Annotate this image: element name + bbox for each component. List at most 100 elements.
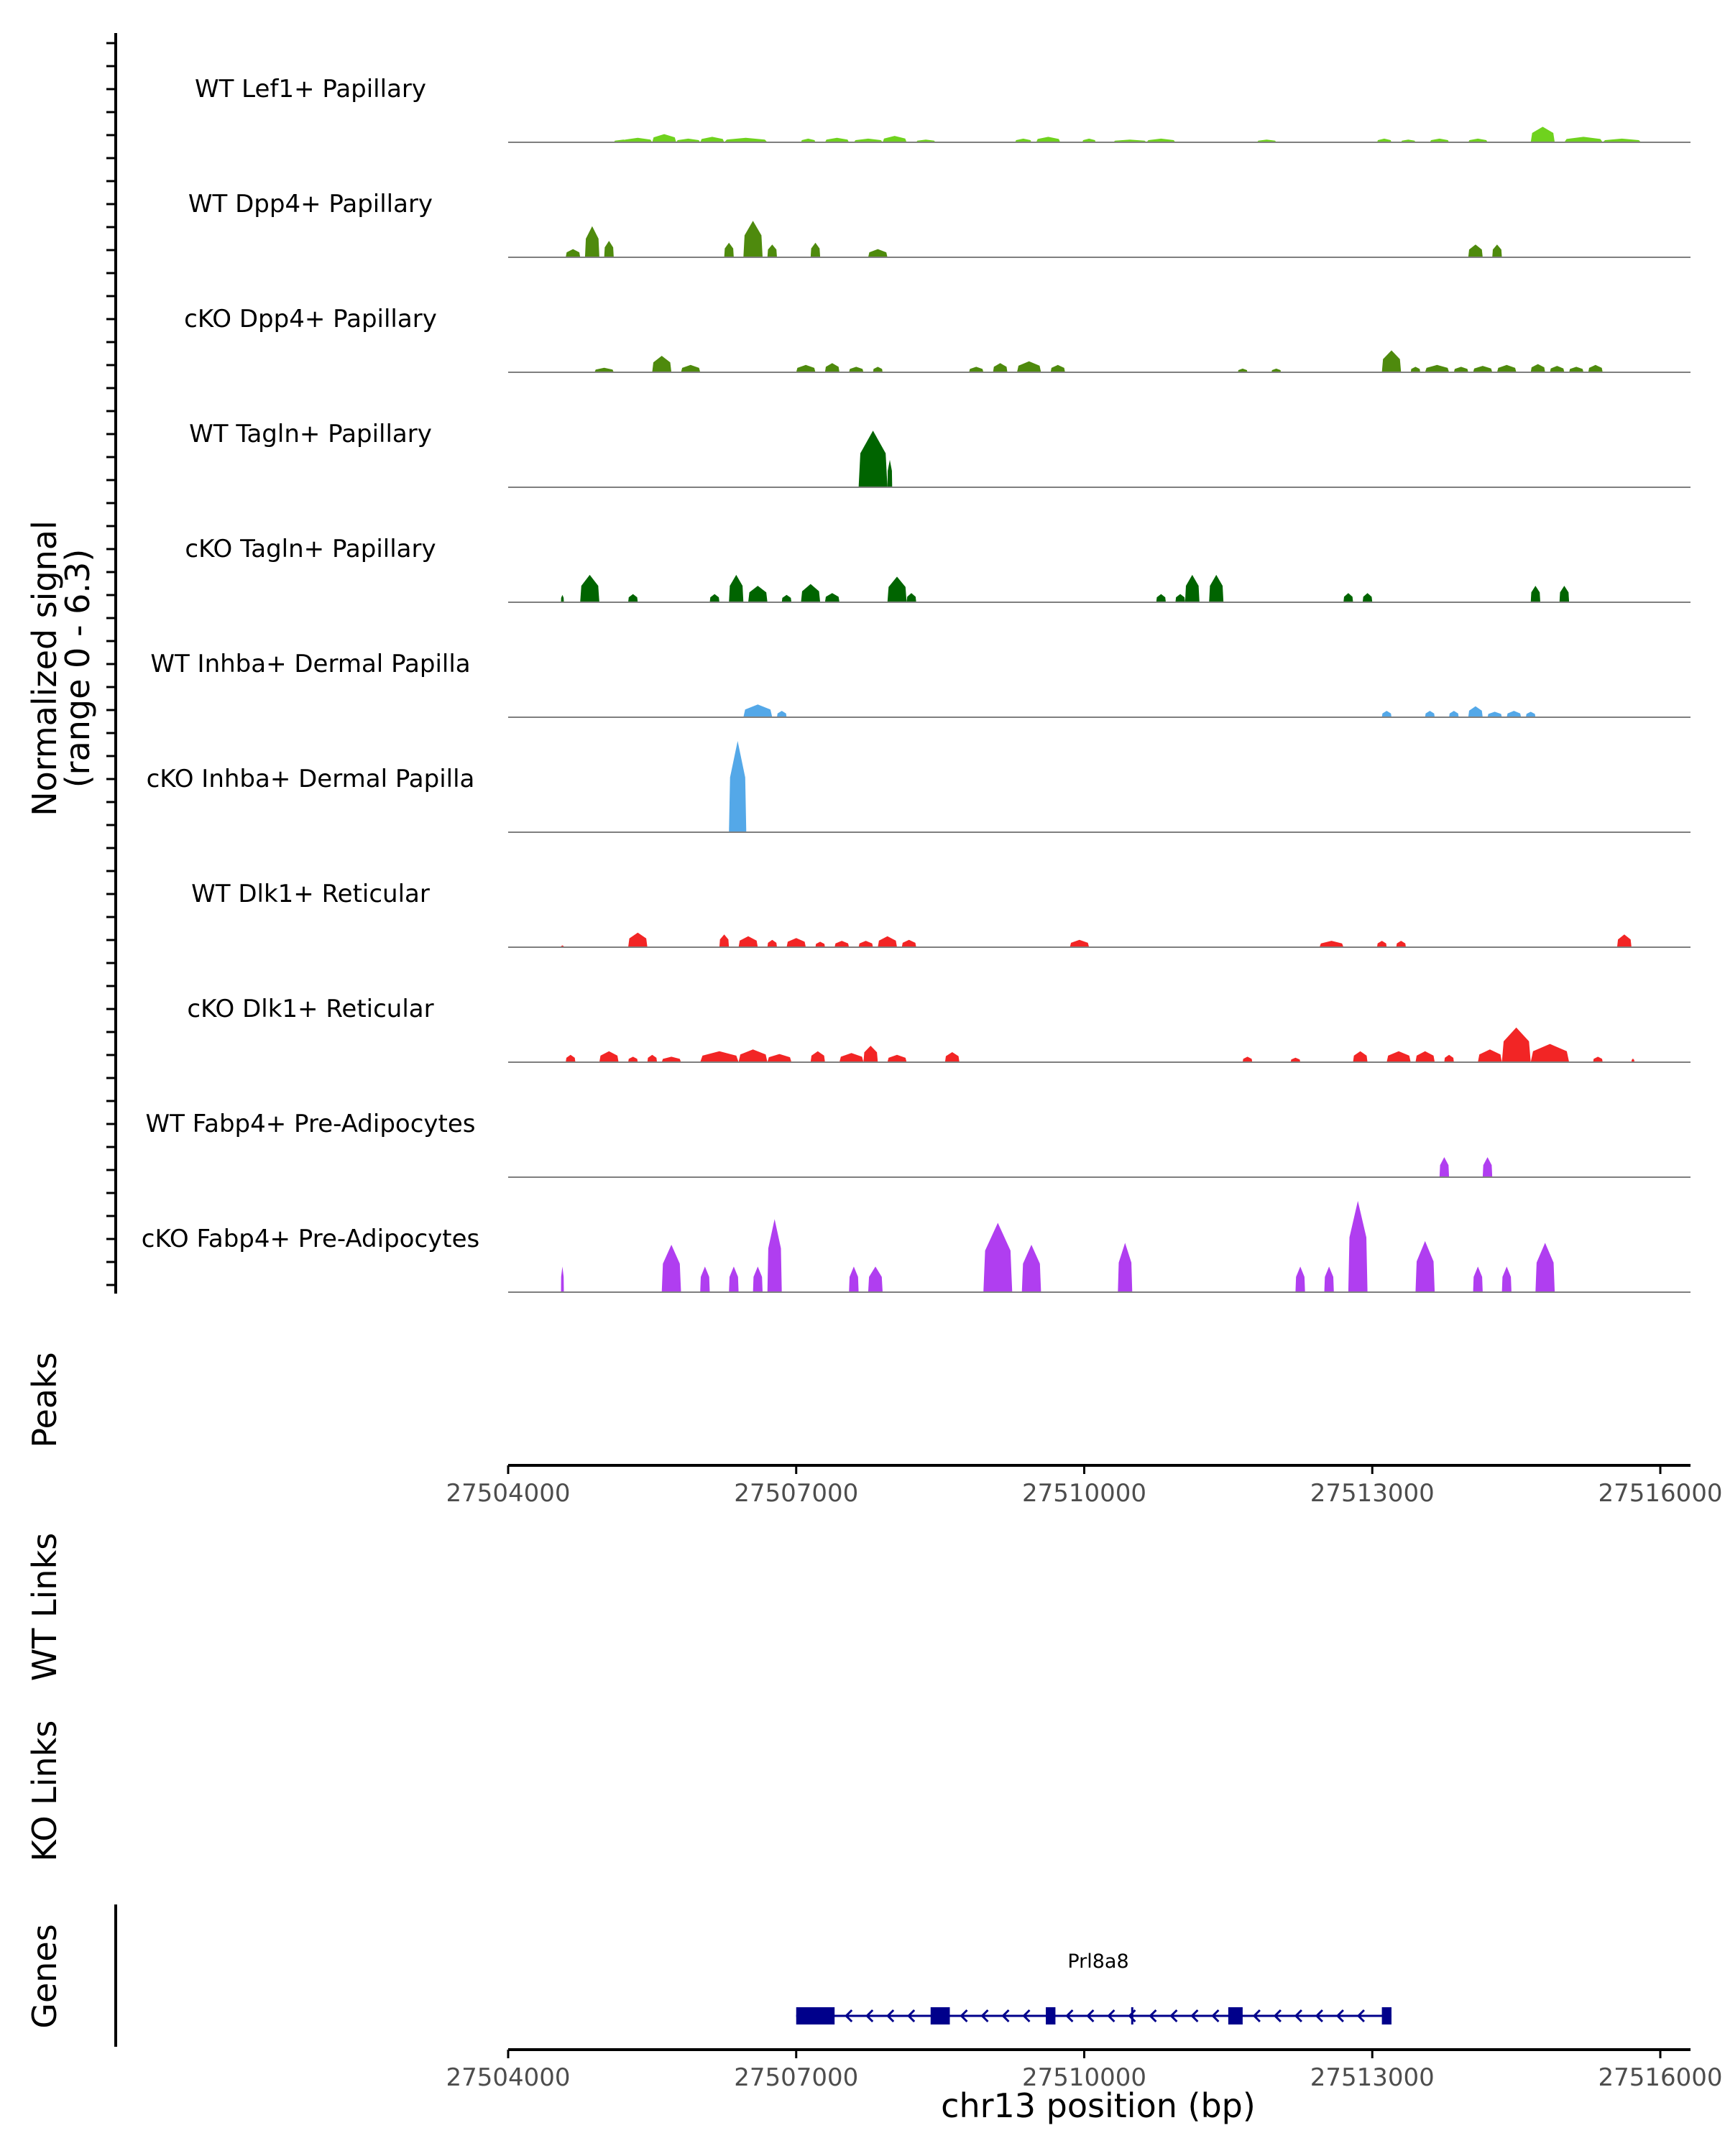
signal-peak [1386, 1051, 1411, 1062]
signal-peak [887, 576, 907, 602]
signal-peak [901, 939, 916, 947]
signal-peak [1473, 366, 1493, 372]
genes-label: Genes [25, 1924, 64, 2028]
signal-peak [824, 137, 850, 142]
signal-peak [566, 1054, 576, 1062]
signal-peak [834, 941, 850, 947]
signal-peak [580, 574, 599, 602]
signal-peak [786, 938, 806, 947]
signal-peak [729, 574, 744, 602]
signal-peak [1118, 1243, 1133, 1292]
x-tick-label: 27516000 [1598, 1479, 1722, 1508]
signal-peak [719, 934, 730, 947]
strand-arrow-icon [1315, 2009, 1323, 2023]
strand-arrow-icon [1294, 2009, 1302, 2023]
signal-peak [561, 594, 564, 602]
signal-peak [1535, 1243, 1555, 1292]
signal-peak [767, 1219, 782, 1292]
signal-peak [652, 356, 672, 372]
signal-peak [868, 249, 888, 257]
strand-arrow-icon [980, 2009, 989, 2023]
signal-peak [853, 138, 883, 142]
track-label: cKO Fabp4+ Pre-Adipocytes [142, 1225, 480, 1253]
signal-peak [1381, 350, 1402, 372]
x-tick-label: 27507000 [734, 1479, 858, 1508]
signal-peak [1209, 574, 1224, 602]
x-tick-label: 27507000 [734, 2063, 858, 2092]
signal-peak [1415, 1240, 1435, 1292]
x-tick-label: 27510000 [1022, 1479, 1146, 1508]
strand-arrow-icon [1211, 2009, 1220, 2023]
peaks-label: Peaks [25, 1352, 64, 1447]
signal-peak [1530, 1044, 1570, 1062]
signal-peak [1295, 1266, 1305, 1292]
signal-peak [1415, 1051, 1435, 1062]
signal-peak [944, 1052, 960, 1062]
signal-peak [1501, 1027, 1531, 1062]
signal-peak [647, 1054, 658, 1062]
signal-peak [1492, 244, 1502, 257]
x-tick-label: 27504000 [446, 1479, 570, 1508]
signal-peak [810, 242, 821, 257]
signal-peak [1319, 941, 1344, 947]
signal-peak [738, 936, 758, 947]
signal-peak [801, 138, 816, 142]
signal-peak [1175, 594, 1185, 602]
strand-arrow-icon [1252, 2009, 1261, 2023]
signal-peak [700, 1266, 710, 1292]
x-tick-label: 27513000 [1310, 1479, 1435, 1508]
track-label: cKO Tagln+ Papillary [185, 535, 436, 563]
signal-peak [1238, 368, 1248, 372]
signal-peak [652, 134, 676, 142]
gene-exon [796, 2007, 835, 2024]
signal-peak [1439, 1157, 1450, 1177]
ko-links-label: KO Links [25, 1720, 64, 1862]
gene-model [796, 2007, 1392, 2024]
signal-peak [983, 1222, 1013, 1292]
signal-axis-ticks [106, 42, 116, 1286]
signal-peak [1353, 1051, 1368, 1062]
signal-peak [599, 1051, 619, 1062]
signal-peak [873, 367, 883, 372]
signal-peak [1526, 711, 1536, 717]
signal-peak [661, 1245, 681, 1292]
strand-arrow-icon [1149, 2009, 1157, 2023]
signal-peak [1362, 593, 1373, 602]
track-label: WT Fabp4+ Pre-Adipocytes [146, 1110, 476, 1138]
strand-arrow-icon [865, 2009, 874, 2023]
signal-peak [849, 367, 864, 372]
signal-peak [1271, 368, 1282, 372]
strand-arrow-icon [1169, 2009, 1178, 2023]
signal-peak [594, 367, 614, 372]
signal-peak [729, 1266, 739, 1292]
x-axis-bottom: 27504000 27507000 27510000 27513000 27516000 [446, 2048, 1723, 2092]
signal-peak [1530, 586, 1540, 602]
signal-peak [1376, 138, 1392, 142]
signal-peak [1444, 1054, 1454, 1062]
y-axis-range-label: (range 0 - 6.3) [58, 549, 97, 788]
signal-peak [628, 594, 638, 602]
strand-arrow-icon [960, 2009, 968, 2023]
signal-peak [681, 364, 701, 372]
signal-peak [887, 459, 893, 487]
signal-peak [1070, 939, 1090, 947]
strand-arrow-icon [1086, 2009, 1095, 2023]
track-label: WT Dlk1+ Reticular [191, 880, 430, 908]
signal-peak [1496, 364, 1517, 372]
signal-peak [883, 136, 907, 142]
signal-peak [863, 1046, 878, 1062]
signal-peak [1569, 367, 1584, 372]
strand-arrow-icon [1065, 2009, 1074, 2023]
gene-exon [1046, 2007, 1056, 2024]
gene-exon [1228, 2007, 1243, 2024]
signal-peak [1487, 711, 1502, 717]
signal-peak [1430, 138, 1450, 142]
signal-peak [561, 1266, 564, 1292]
signal-peak [628, 1056, 638, 1062]
signal-peak [1410, 367, 1420, 372]
strand-arrow-icon [1190, 2009, 1199, 2023]
track-label: WT Inhba+ Dermal Papilla [150, 650, 470, 678]
signal-peak [623, 137, 653, 142]
track-label: cKO Dpp4+ Papillary [184, 305, 437, 333]
